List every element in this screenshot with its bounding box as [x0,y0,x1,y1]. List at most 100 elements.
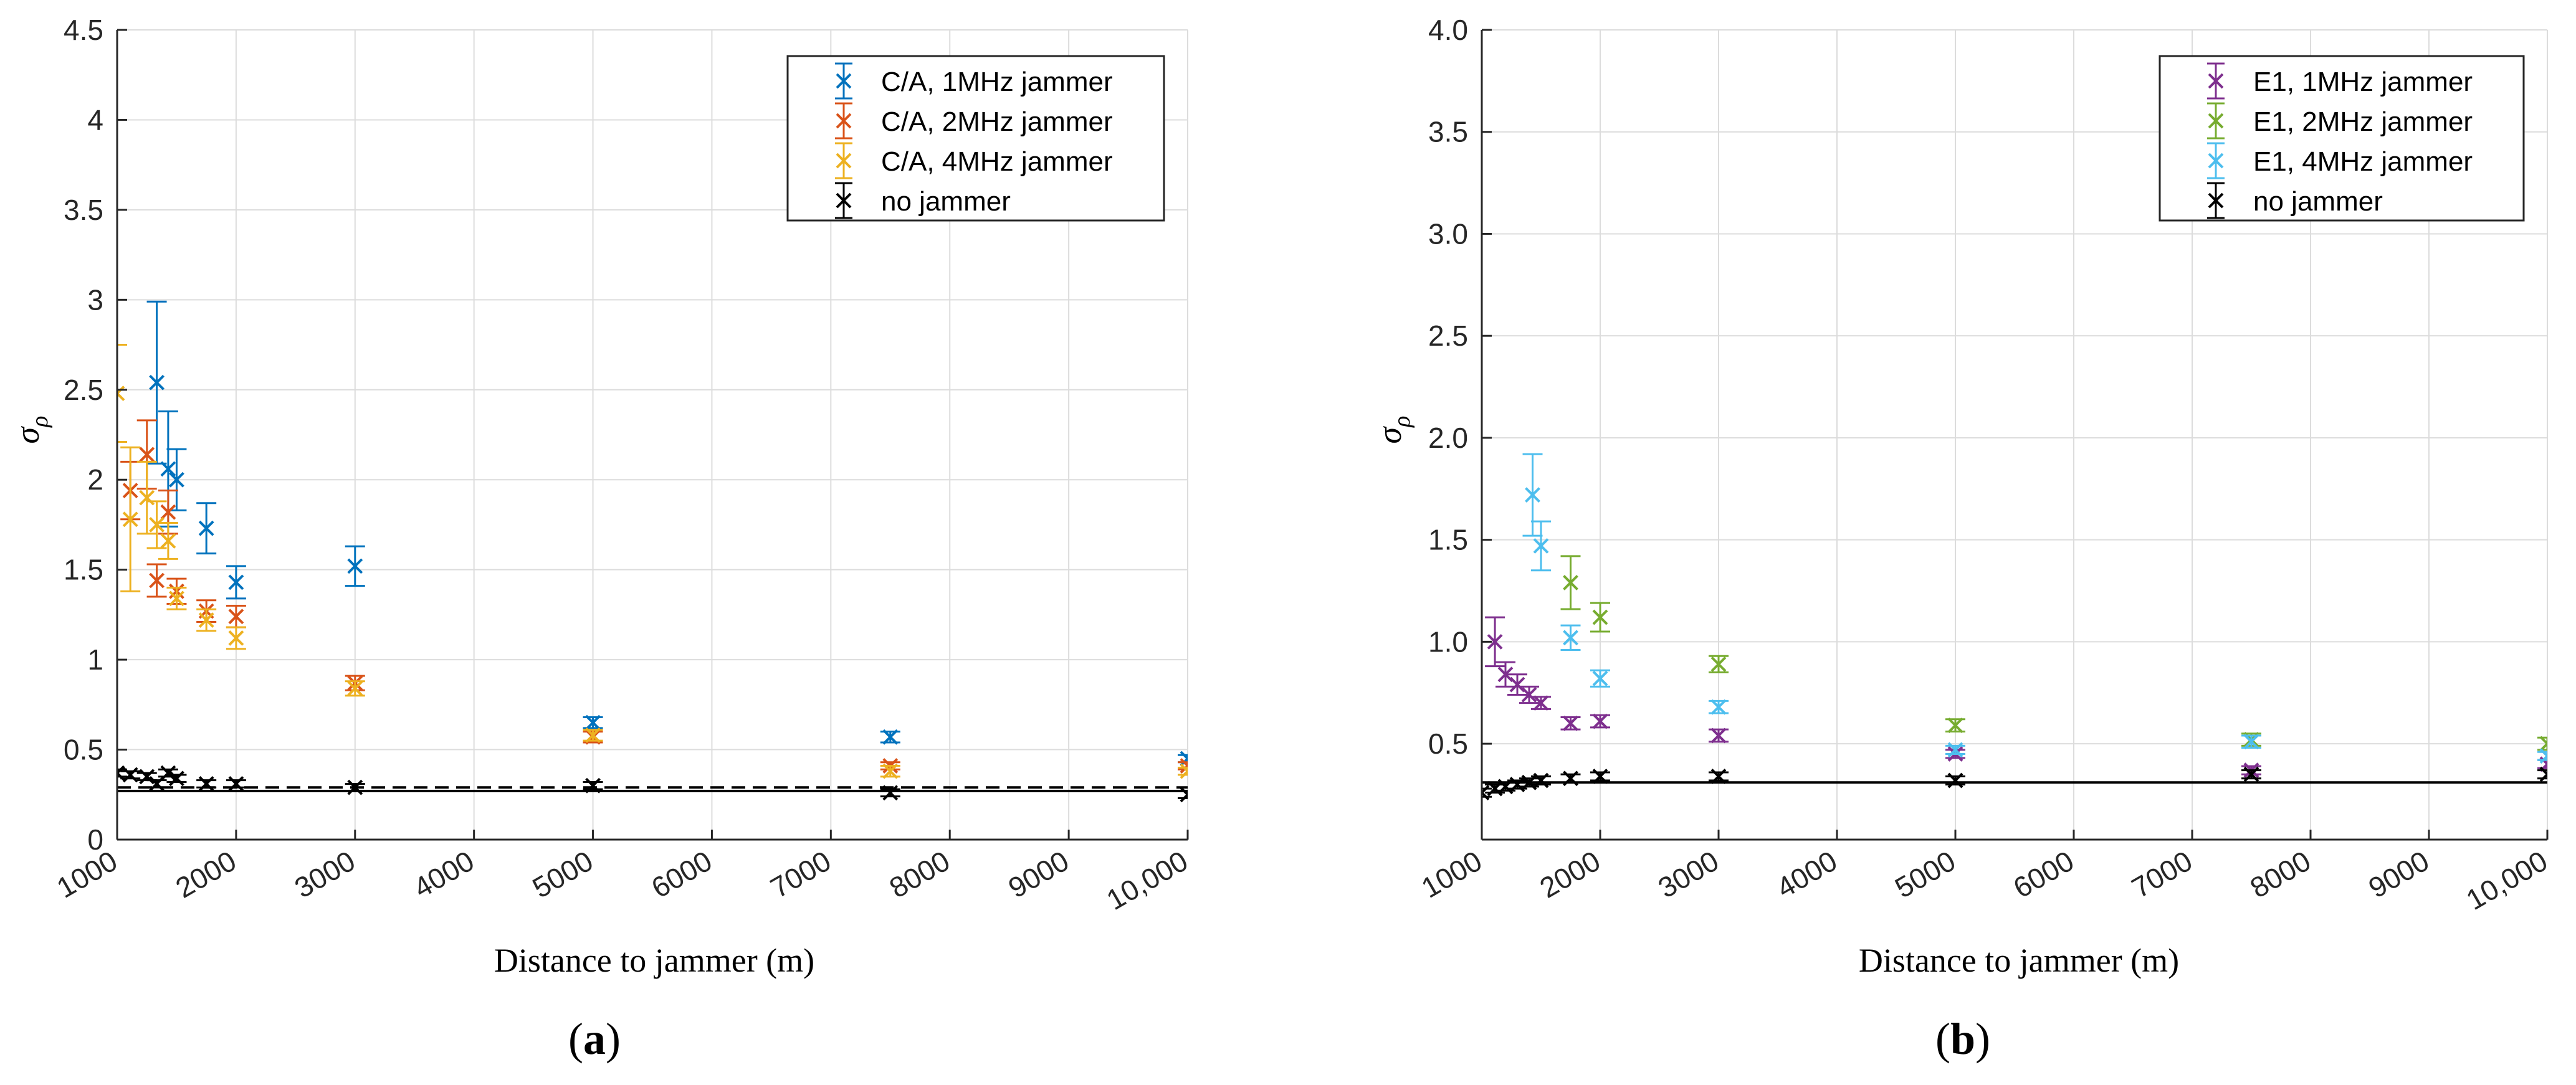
marker-x [1563,630,1578,646]
legend-entry: C/A, 1MHz jammer [835,62,1113,100]
marker-x [228,776,244,792]
data-point [1590,669,1610,688]
data-point [583,727,603,743]
data-point [2537,766,2547,782]
y-tick-label: 0 [87,823,103,856]
chart-panel-b: 1000 2000 3000 4000 5000 6000 7000 8000 9000 10,0… [1371,14,2553,1064]
x-tick-label: 8000 [2244,845,2316,904]
marker-x [1533,695,1549,711]
data-point [1178,787,1188,803]
panel-label-open: ( [568,1014,583,1064]
y-tick-label: 0.5 [64,734,103,766]
legend-entry: E1, 4MHz jammer [2207,142,2473,179]
series-no-jammer-points [1482,766,2547,801]
marker-x [149,517,165,533]
legend: E1, 1MHz jammer E1, 2MHz jammer E1, 4MHz j… [2159,55,2525,222]
marker-x [1592,713,1608,729]
series-e1-4mhz-jammer-points [1522,453,2547,764]
marker-x [347,680,363,696]
data-point [226,776,246,792]
data-point [1590,713,1610,729]
y-tick-label: 1.5 [64,554,103,586]
data-point [1560,555,1581,610]
legend-entry: E1, 1MHz jammer [2207,62,2473,100]
plot-content [1482,453,2547,801]
data-point [120,446,141,592]
data-point [146,563,167,598]
data-point [1531,520,1551,572]
data-point [1945,772,1965,789]
marker-x [1521,687,1537,703]
x-tick-label: 2000 [1534,845,1606,904]
legend-label: no jammer [881,186,1011,217]
x-tick-label: 6000 [2008,845,2079,904]
data-point [136,460,157,535]
data-point [1482,785,1492,801]
data-point [1507,673,1527,696]
marker-x [2539,748,2547,764]
marker-x [1509,777,1525,793]
marker-x [139,769,155,785]
series-c-a-4mhz-jammer-points [117,344,1188,779]
legend-marker [2208,192,2224,209]
data-point [1531,772,1551,789]
data-point [158,522,178,560]
marker-x [1710,656,1727,672]
marker-x [1947,718,1963,734]
data-point [1709,769,1729,784]
data-point [345,680,365,697]
marker-x [347,558,363,574]
y-tick-label: 3 [87,283,103,316]
marker-x [228,630,244,646]
y-tick-label: 1 [87,643,103,676]
data-point [1709,655,1729,673]
marker-x [160,461,176,477]
marker-x [169,590,184,607]
marker-x [1563,574,1578,590]
data-point [196,776,217,792]
y-axis-label-symbol: σ [1371,425,1408,443]
marker-x [169,770,184,787]
legend-marker [836,153,852,169]
y-tick-label: 1.0 [1428,625,1468,658]
data-point [166,770,187,787]
marker-x [1497,779,1514,795]
data-point [583,777,603,794]
panel-label: (b) [1935,1014,1990,1064]
y-tick-label: 3.5 [1428,116,1468,148]
data-point [1590,602,1610,633]
y-tick-label: 4.0 [1428,14,1468,46]
marker-x [1710,727,1727,744]
y-tick-label: 2.5 [1428,320,1468,352]
data-point [1531,695,1551,711]
y-tick-label: 2 [87,463,103,496]
marker-x [198,776,214,792]
marker-x [347,779,363,795]
x-tick-label: 4000 [1771,845,1843,904]
data-point [1945,718,1965,734]
marker-x [1563,770,1578,787]
legend-marker [2208,73,2224,89]
data-point [1496,779,1515,795]
series-no-jammer-fits [117,786,1188,792]
y-tick-label: 2.0 [1428,422,1468,454]
marker-x [585,727,601,743]
x-tick-label: 3000 [1653,845,1724,904]
marker-x [149,374,165,391]
data-point [2537,748,2547,764]
x-tick-label: 4000 [408,845,480,904]
legend-marker [2208,153,2224,169]
data-point [146,500,167,549]
marker-x [198,520,214,536]
x-tick-label: 10,000 [1101,845,1193,916]
data-point [1590,769,1610,784]
marker-x [1947,742,1963,758]
legend-entry: no jammer [835,182,1011,219]
x-tick-label: 8000 [884,845,955,904]
marker-x [882,785,899,801]
y-tick-label: 4.5 [64,14,103,46]
marker-x [2243,734,2259,750]
marker-x [585,714,601,731]
marker-x [2243,766,2259,782]
marker-x [139,490,155,506]
